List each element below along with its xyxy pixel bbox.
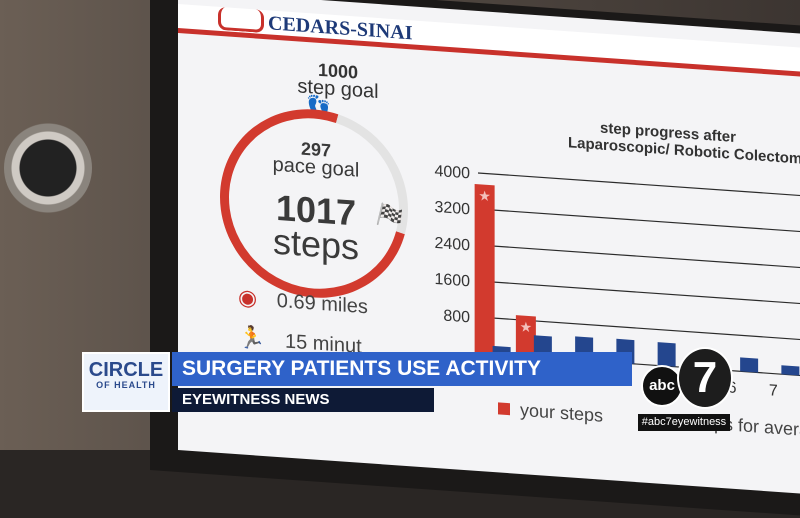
miles-value: 0.69 miles — [276, 289, 368, 319]
abc-circle: abc — [641, 365, 683, 407]
hashtag: #abc7eyewitness — [638, 414, 730, 431]
bar — [657, 342, 676, 367]
gridline — [478, 208, 800, 233]
legend-swatch — [498, 402, 510, 416]
brand-name: CEDARS-SINAI — [268, 12, 413, 45]
abc7-logo: abc 7 — [641, 347, 733, 409]
y-tick-label: 4000 — [434, 163, 470, 182]
wall-device — [4, 122, 92, 214]
gridline — [478, 172, 800, 197]
y-tick-label: 800 — [443, 308, 470, 327]
y-tick-label: 2400 — [434, 235, 470, 254]
steps-label: steps — [272, 220, 360, 268]
bar — [740, 357, 759, 373]
channel-seven: 7 — [677, 347, 733, 409]
star-icon: ★ — [520, 318, 533, 335]
chart-title: step progress after Laparoscopic/ Roboti… — [568, 117, 800, 168]
y-tick-label: 1600 — [434, 271, 470, 290]
bar — [515, 315, 536, 358]
gridline — [478, 244, 800, 269]
star-icon: ★ — [478, 187, 491, 204]
hospital-logo-icon — [218, 6, 264, 34]
subhead-banner: EYEWITNESS NEWS — [172, 388, 434, 412]
y-tick-label: 3200 — [434, 199, 470, 218]
ring-center: 297 pace goal 1017 steps — [256, 135, 376, 269]
bar — [781, 365, 800, 376]
logo-line1: CIRCLE — [88, 359, 164, 381]
logo-line2: OF HEALTH — [96, 380, 156, 390]
x-tick-label: 6 — [728, 379, 737, 397]
location-pin-icon: ◉ — [238, 284, 258, 311]
x-tick-label: 7 — [769, 382, 778, 400]
circle-of-health-logo: CIRCLE OF HEALTH — [82, 352, 170, 412]
lower-third: CIRCLE OF HEALTH SURGERY PATIENTS USE AC… — [82, 352, 634, 414]
bar — [474, 183, 495, 355]
headline-banner: SURGERY PATIENTS USE ACTIVITY TRACKERS — [172, 352, 632, 414]
runner-icon: 🏃 — [238, 324, 266, 352]
gridline — [478, 280, 800, 305]
